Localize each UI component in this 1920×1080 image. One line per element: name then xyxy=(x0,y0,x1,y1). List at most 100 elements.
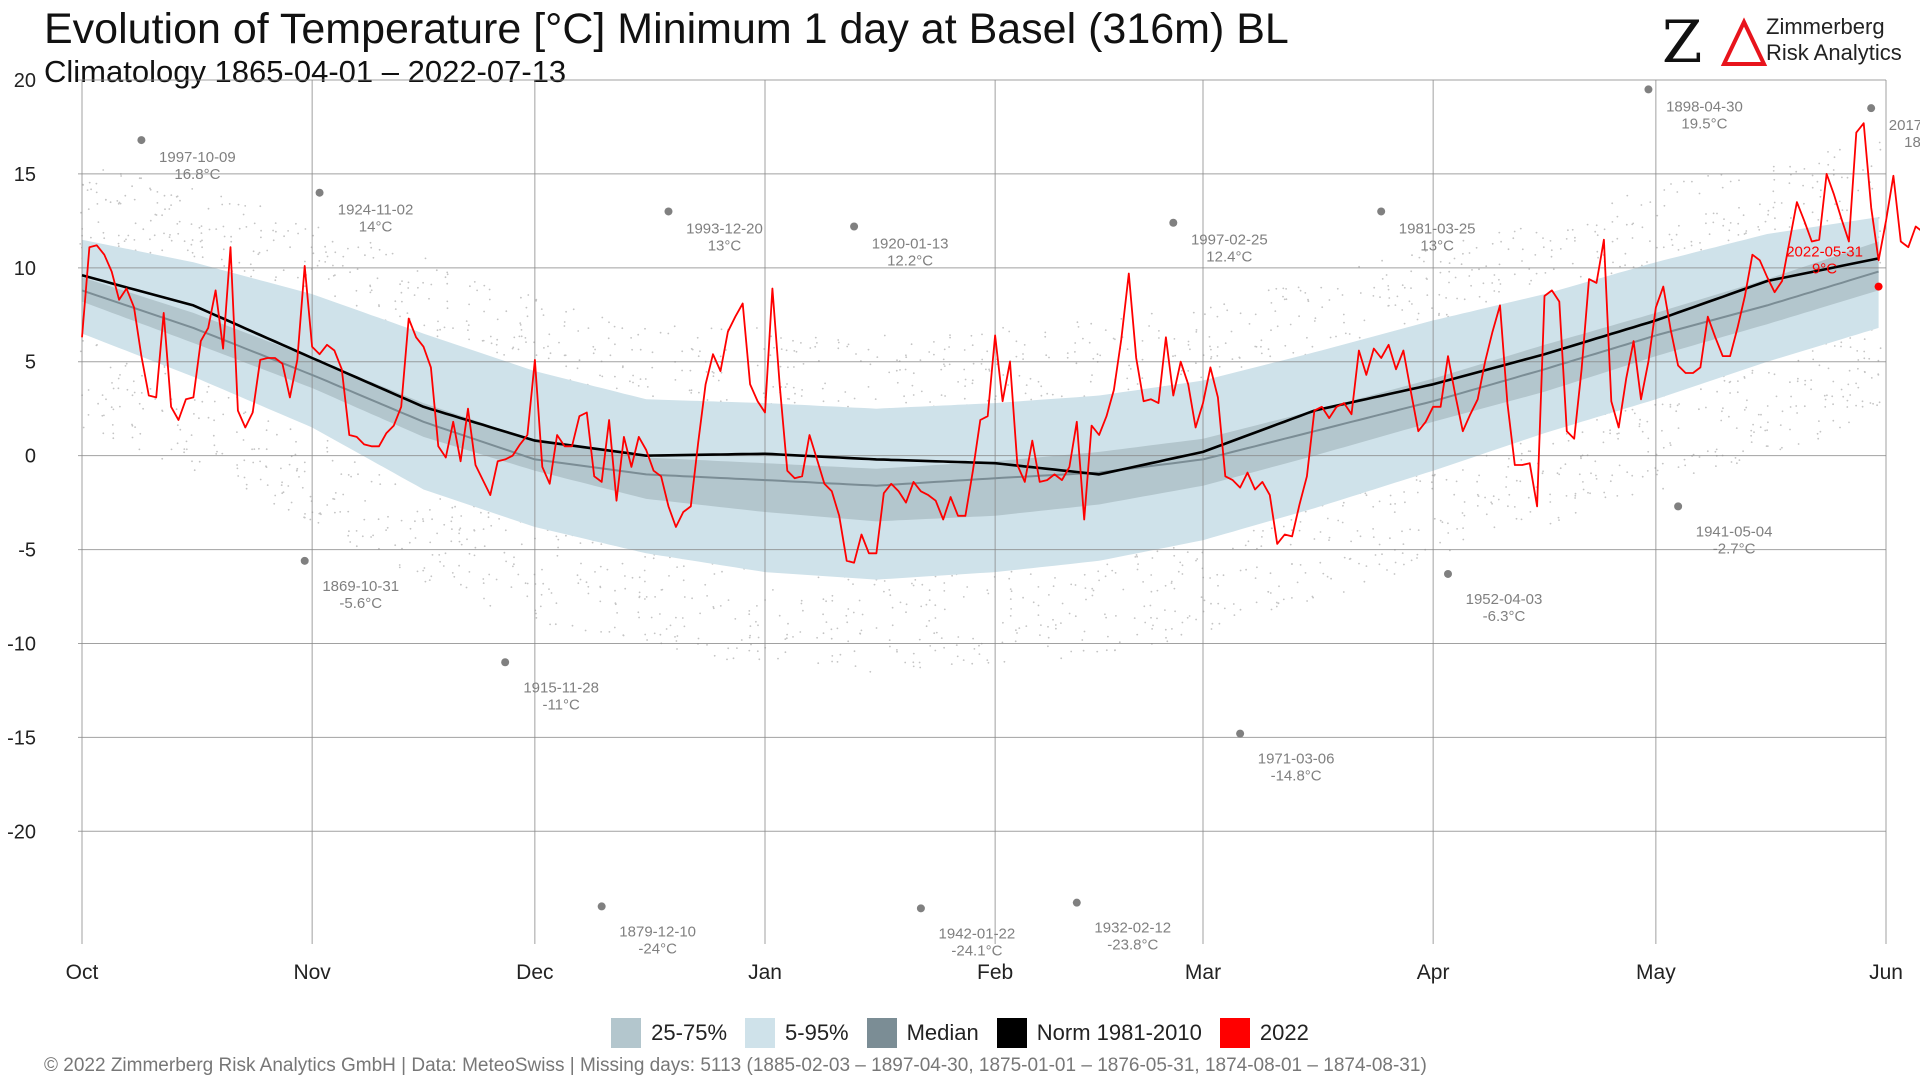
observation-dot xyxy=(131,423,133,426)
observation-dot xyxy=(1060,657,1063,660)
record-value-label: 14°C xyxy=(359,219,393,236)
observation-dot xyxy=(1381,259,1383,262)
observation-dot xyxy=(1639,418,1641,421)
observation-dot xyxy=(513,563,515,566)
observation-dot xyxy=(222,248,225,251)
observation-dot xyxy=(1602,431,1605,433)
observation-dot xyxy=(622,634,625,637)
observation-dot xyxy=(138,402,141,405)
observation-dot xyxy=(1774,217,1776,220)
observation-dot xyxy=(1753,431,1755,433)
observation-dot xyxy=(303,516,306,519)
observation-dot xyxy=(1445,313,1448,316)
band-5-95 xyxy=(82,217,1879,580)
observation-dot xyxy=(780,348,783,350)
observation-dot xyxy=(1319,561,1322,564)
observation-dot xyxy=(304,513,306,515)
observation-dot xyxy=(1083,573,1086,576)
observation-dot xyxy=(1040,385,1043,388)
observation-dot xyxy=(578,359,581,362)
observation-dot xyxy=(896,359,898,362)
observation-dot xyxy=(378,474,381,476)
observation-dot xyxy=(1750,441,1753,443)
observation-dot xyxy=(1616,432,1619,435)
observation-dot xyxy=(755,620,757,623)
observation-dot xyxy=(1134,556,1137,558)
observation-dot xyxy=(852,583,854,585)
observation-dot xyxy=(800,342,802,344)
observation-dot xyxy=(1381,278,1384,280)
observation-dot xyxy=(1396,295,1399,298)
record-value-label: -24.1°C xyxy=(951,942,1002,959)
observation-dot xyxy=(613,325,616,328)
observation-dot xyxy=(1378,563,1381,566)
observation-dot xyxy=(942,358,945,361)
observation-dot xyxy=(1641,226,1644,229)
observation-dot xyxy=(1269,355,1272,358)
record-point xyxy=(1236,729,1245,738)
observation-dot xyxy=(138,448,141,451)
observation-dot xyxy=(1574,240,1576,242)
observation-dot xyxy=(1549,522,1552,525)
observation-dot xyxy=(394,308,397,310)
observation-dot xyxy=(1127,388,1130,391)
observation-dot xyxy=(1677,249,1680,251)
observation-dot xyxy=(1283,298,1286,301)
observation-dot xyxy=(297,276,299,279)
observation-dot xyxy=(183,448,186,450)
observation-dot xyxy=(370,246,373,249)
observation-dot xyxy=(1705,406,1707,409)
observation-dot xyxy=(446,271,449,274)
observation-dot xyxy=(876,356,879,358)
observation-dot xyxy=(1297,286,1300,289)
observation-dot xyxy=(793,401,796,404)
observation-dot xyxy=(1863,357,1866,360)
observation-dot xyxy=(787,366,789,369)
observation-dot xyxy=(949,336,951,339)
observation-dot xyxy=(505,560,507,563)
observation-dot xyxy=(1675,410,1678,413)
observation-dot xyxy=(706,595,708,597)
observation-dot xyxy=(1530,279,1532,282)
observation-dot xyxy=(1817,219,1820,221)
observation-dot xyxy=(1074,584,1077,586)
observation-dot xyxy=(1387,304,1390,307)
observation-dot xyxy=(1772,206,1775,209)
observation-dot xyxy=(333,498,336,500)
observation-dot xyxy=(1746,399,1748,402)
observation-dot xyxy=(1752,423,1754,426)
observation-dot xyxy=(1692,472,1695,474)
observation-dot xyxy=(1567,229,1569,232)
observation-dot xyxy=(453,575,456,578)
observation-dot xyxy=(1107,635,1109,638)
observation-dot xyxy=(817,576,820,579)
observation-dot xyxy=(1729,222,1732,224)
observation-dot xyxy=(1358,336,1361,339)
observation-dot xyxy=(654,596,656,598)
observation-dot xyxy=(822,598,825,601)
observation-dot xyxy=(1797,377,1799,380)
observation-dot xyxy=(482,528,485,530)
observation-dot xyxy=(1823,394,1826,397)
record-value-label: 19.5°C xyxy=(1681,115,1727,132)
observation-dot xyxy=(1051,393,1054,396)
observation-dot xyxy=(377,518,380,521)
observation-dot xyxy=(1037,380,1040,383)
observation-dot xyxy=(295,222,297,225)
observation-dot xyxy=(616,612,618,614)
observation-dot xyxy=(1690,244,1693,247)
observation-dot xyxy=(986,589,989,591)
observation-dot xyxy=(777,657,779,660)
observation-dot xyxy=(1646,420,1649,423)
observation-dot xyxy=(112,437,115,440)
observation-dot xyxy=(1150,312,1153,315)
observation-dot xyxy=(1401,284,1404,287)
observation-dot xyxy=(164,372,167,375)
observation-dot xyxy=(1156,589,1159,592)
observation-dot xyxy=(276,433,278,436)
observation-dot xyxy=(786,383,788,385)
observation-dot xyxy=(334,492,337,494)
observation-dot xyxy=(1864,371,1866,374)
observation-dot xyxy=(1527,450,1530,452)
observation-dot xyxy=(1114,338,1116,341)
